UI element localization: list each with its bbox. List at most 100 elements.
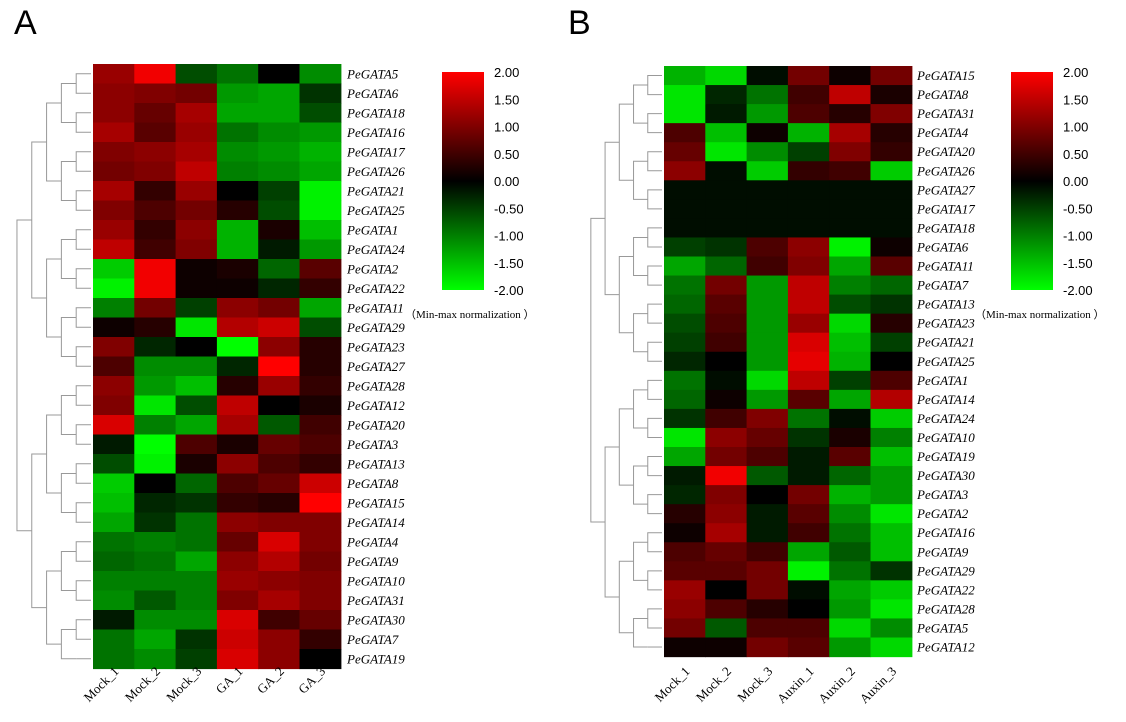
legend-tick-label: 1.50: [494, 92, 519, 107]
heatmap-cell: [93, 200, 135, 221]
heatmap-cell: [829, 332, 872, 353]
heatmap-cell: [746, 599, 789, 620]
heatmap-cell: [787, 466, 830, 486]
heatmap-cell: [829, 389, 872, 410]
row-label: PeGATA25: [916, 354, 975, 369]
dendrogram-a: [16, 73, 91, 660]
row-labels-b: PeGATA15 PeGATA8 PeGATA31 PeGATA4 PeGATA20 Pe…: [916, 68, 975, 654]
heatmap-cell: [746, 370, 789, 391]
heatmap-cell: [258, 395, 301, 416]
row-label: PeGATA30: [916, 468, 975, 483]
dendrogram-branch: [75, 307, 91, 328]
heatmap-cell: [664, 561, 706, 581]
heatmap-cell: [216, 278, 259, 299]
heatmap-cell: [829, 123, 872, 143]
heatmap-cell: [299, 415, 342, 436]
heatmap-cell: [829, 637, 872, 658]
heatmap-cell: [93, 122, 135, 143]
heatmap-cell: [705, 313, 748, 334]
heatmap-cell: [134, 122, 177, 143]
heatmap-cell: [746, 618, 789, 639]
dendrogram-branch: [75, 268, 91, 289]
dendrogram-branch: [60, 161, 77, 201]
column-label: Mock_3: [734, 664, 775, 705]
heatmap-cell: [870, 237, 913, 258]
heatmap-cell: [299, 298, 342, 319]
legend-tick-label: 0.00: [494, 174, 519, 189]
row-label: PeGATA13: [916, 297, 975, 312]
legend-tick-label: -1.50: [1063, 256, 1093, 271]
heatmap-cell: [870, 161, 913, 181]
heatmap-cell: [746, 542, 789, 562]
heatmap-cell: [258, 200, 301, 221]
column-label: Mock_2: [693, 664, 734, 705]
heatmap-cell: [93, 239, 135, 260]
heatmap-cell: [175, 571, 218, 592]
heatmap-cell: [258, 434, 301, 455]
row-label: PeGATA6: [346, 86, 399, 101]
row-label: PeGATA10: [346, 573, 405, 588]
heatmap-cell: [829, 466, 872, 486]
heatmap-cell: [664, 313, 706, 334]
heatmap-cell: [787, 275, 830, 296]
legend-tick-label: -2.00: [494, 283, 524, 298]
heatmap-cell: [746, 275, 789, 296]
heatmap-cell: [664, 123, 706, 143]
heatmap-cell: [746, 237, 789, 258]
heatmap-cell: [93, 493, 135, 514]
heatmap-cell: [175, 220, 218, 241]
heatmap-cell: [299, 610, 342, 631]
row-label: PeGATA3: [916, 487, 969, 502]
heatmap-cell: [870, 142, 913, 162]
heatmap-cell: [216, 161, 259, 182]
heatmap-cell: [134, 551, 177, 572]
legend-gradient-bar: [1011, 72, 1053, 290]
heatmap-cell: [175, 395, 218, 416]
heatmap-cell: [93, 434, 135, 455]
heatmap-cell: [705, 123, 748, 143]
heatmap-cell: [216, 649, 259, 670]
row-label: PeGATA20: [346, 417, 405, 432]
heatmap-cell: [829, 561, 872, 581]
dendrogram-branch: [75, 190, 91, 211]
heatmap-cell: [93, 142, 135, 163]
row-label: PeGATA24: [916, 411, 975, 426]
heatmap-cell: [299, 649, 342, 670]
row-label: PeGATA3: [346, 437, 399, 452]
row-label: PeGATA24: [346, 242, 405, 257]
heatmap-cell: [299, 64, 342, 85]
heatmap-cell: [664, 104, 706, 124]
dendrogram-branch: [647, 608, 662, 629]
heatmap-cell: [870, 123, 913, 143]
heatmap-cell: [175, 298, 218, 319]
row-label: PeGATA10: [916, 430, 975, 445]
heatmap-cell: [829, 161, 872, 181]
row-label: PeGATA6: [916, 239, 969, 254]
heatmap-cell: [299, 142, 342, 163]
heatmap-cell: [134, 278, 177, 299]
heatmap-cell: [134, 317, 177, 338]
heatmap-cell: [664, 523, 706, 543]
heatmap-cell: [787, 485, 830, 505]
heatmap-cell: [299, 103, 342, 124]
heatmap-cell: [134, 83, 177, 104]
heatmap-cell: [134, 376, 177, 397]
column-label: Auxin_3: [856, 664, 899, 707]
heatmap-cell: [299, 629, 342, 650]
heatmap-cell: [664, 427, 706, 448]
dendrogram-branch: [75, 229, 91, 250]
dendrogram-branch: [633, 236, 648, 277]
color-legend-b: 2.00 1.50 1.00 0.50 0.00 -0.50 -1.00 -1.50 -2.00…: [975, 65, 1105, 321]
heatmap-cell: [705, 199, 748, 219]
heatmap-cell: [93, 512, 135, 533]
heatmap-cell: [870, 447, 913, 467]
heatmap-cell: [299, 571, 342, 592]
heatmap-cell: [216, 473, 259, 494]
row-label: PeGATA23: [346, 339, 405, 354]
heatmap-cell: [787, 142, 830, 162]
heatmap-cell: [829, 66, 872, 86]
heatmap-cell: [870, 599, 913, 620]
heatmap-cell: [746, 199, 789, 219]
heatmap-cell: [746, 123, 789, 143]
dendrogram-branch: [60, 239, 77, 279]
